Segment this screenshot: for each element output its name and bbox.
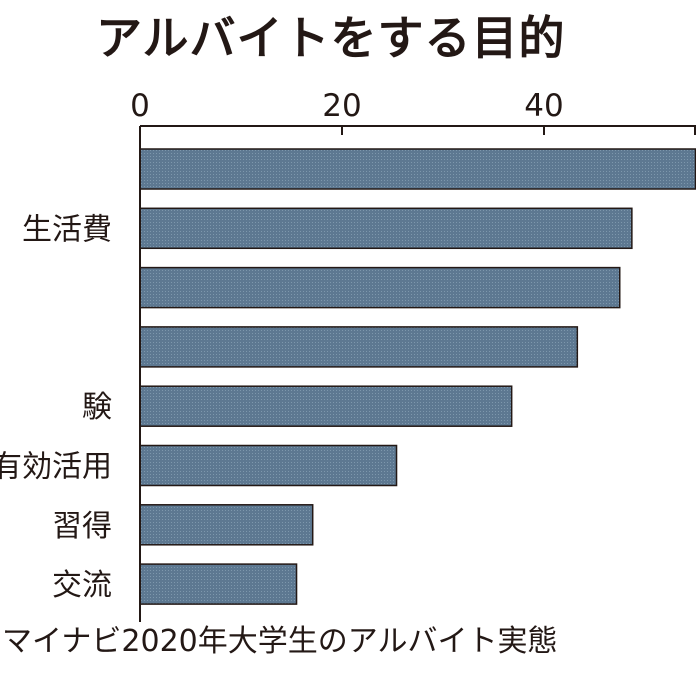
bar-4 <box>139 385 513 427</box>
x-tick-label-20: 20 <box>322 88 361 124</box>
bar-2 <box>139 266 621 309</box>
source-note: マイナビ2020年大学生のアルバイト実態 <box>2 624 558 659</box>
bar-6 <box>139 504 314 546</box>
chart-title: アルバイトをする目的 <box>96 11 566 65</box>
bar-1 <box>139 207 633 250</box>
category-label-4: 験 <box>82 390 112 425</box>
x-tick-label-40: 40 <box>524 88 563 124</box>
bar-0 <box>139 148 696 190</box>
category-label-1: 生活費 <box>22 212 112 247</box>
category-label-5: 有効活用 <box>0 450 112 485</box>
category-label-7: 交流 <box>52 568 112 603</box>
bar-7 <box>139 563 298 605</box>
bar-5 <box>139 444 398 487</box>
bar-3 <box>139 326 579 368</box>
x-tick-label-0: 0 <box>130 88 150 124</box>
category-label-6: 習得 <box>52 509 112 544</box>
